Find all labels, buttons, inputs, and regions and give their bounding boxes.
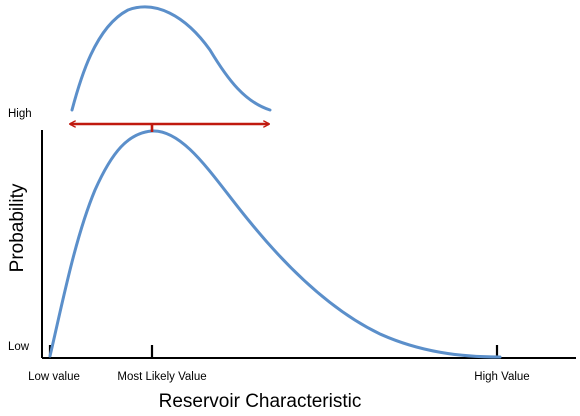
x-axis-title: Reservoir Characteristic: [159, 391, 362, 412]
x-axis-low-value-label: Low value: [28, 371, 80, 383]
x-axis-most-likely-value-label: Most Likely Value: [117, 371, 206, 383]
y-axis-low-label: Low: [8, 341, 30, 353]
y-axis-title: Probability: [7, 183, 28, 272]
spread-illustration-curve: [70, 5, 272, 112]
x-axis-high-value-label: High Value: [474, 371, 529, 383]
probability-distribution-curve: [48, 129, 502, 359]
y-axis-high-label: High: [8, 108, 32, 120]
